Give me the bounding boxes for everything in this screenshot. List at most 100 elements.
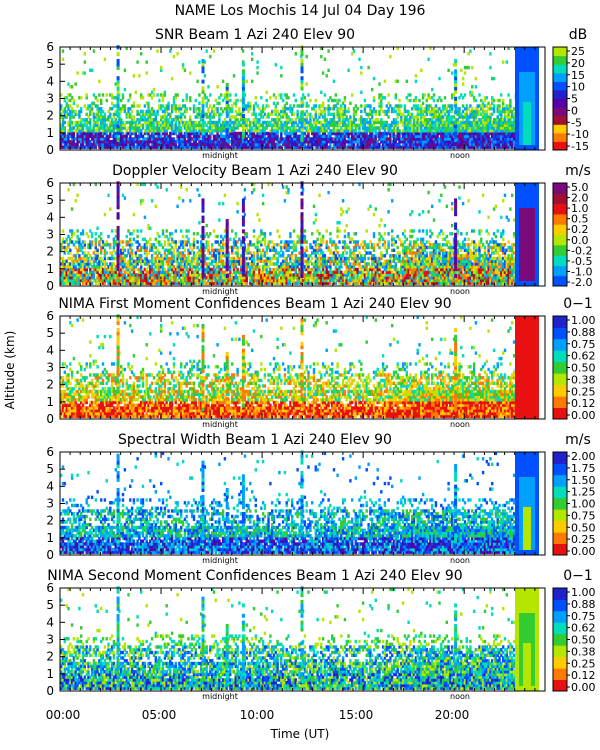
heatmap-cell xyxy=(276,140,279,144)
heatmap-cell xyxy=(492,109,496,114)
heatmap-cell xyxy=(336,120,339,125)
heatmap-cell xyxy=(245,123,248,127)
heatmap-cell xyxy=(165,109,168,114)
heatmap-cell xyxy=(438,140,441,144)
heatmap-cell xyxy=(185,109,188,114)
heatmap-cell xyxy=(152,93,156,97)
heatmap-cell xyxy=(174,140,177,144)
heatmap-cell xyxy=(158,140,161,144)
heatmap-cell xyxy=(98,123,101,127)
heatmap-cell xyxy=(460,137,463,141)
heatmap-cell xyxy=(280,134,283,138)
heatmap-cell xyxy=(443,107,447,111)
heatmap-cell xyxy=(196,278,199,283)
heatmap-cell xyxy=(169,145,172,149)
heatmap-cell xyxy=(94,248,97,252)
heatmap-cell xyxy=(174,267,177,272)
heatmap-cell xyxy=(170,281,174,285)
heatmap-cell xyxy=(205,115,208,119)
heatmap-cell xyxy=(321,123,325,127)
heatmap-cell xyxy=(227,281,230,285)
heatmap-cell xyxy=(480,112,483,116)
heatmap-cell xyxy=(189,273,192,277)
heatmap-cell xyxy=(69,278,72,283)
heatmap-cell xyxy=(178,196,181,200)
heatmap-cell xyxy=(190,281,194,285)
heatmap-cell xyxy=(372,76,376,81)
heatmap-cell xyxy=(511,134,514,138)
heatmap-cell xyxy=(200,115,203,119)
heatmap-cell xyxy=(205,104,208,108)
heatmap-cell xyxy=(103,112,107,116)
heatmap-cell xyxy=(238,109,241,114)
heatmap-cell xyxy=(211,123,214,127)
heatmap-cell xyxy=(145,276,148,280)
heatmap-cell xyxy=(167,273,170,277)
heatmap-cell xyxy=(332,145,336,149)
heatmap-cell xyxy=(327,49,330,53)
heatmap-cell xyxy=(174,107,177,111)
heatmap-cell xyxy=(165,137,168,141)
heatmap-cell xyxy=(161,137,165,141)
heatmap-cell xyxy=(223,254,227,258)
heatmap-cell xyxy=(187,267,190,272)
spike-cell xyxy=(201,100,205,105)
heatmap-cell xyxy=(429,120,432,125)
heatmap-cell xyxy=(445,109,448,114)
heatmap-cell xyxy=(465,65,468,70)
heatmap-cell xyxy=(200,112,203,116)
heatmap-cell xyxy=(180,126,183,130)
heatmap-cell xyxy=(416,142,419,147)
heatmap-cell xyxy=(89,273,92,277)
heatmap-cell xyxy=(163,256,167,261)
heatmap-cell xyxy=(394,109,397,114)
heatmap-cell xyxy=(170,126,174,130)
heatmap-cell xyxy=(325,134,328,138)
heatmap-cell xyxy=(160,126,163,130)
heatmap-cell xyxy=(161,145,165,149)
heatmap-cell xyxy=(172,265,176,269)
heatmap-cell xyxy=(301,93,305,97)
heatmap-cell xyxy=(94,243,97,247)
heatmap-cell xyxy=(329,131,332,136)
heatmap-cell xyxy=(60,256,63,261)
heatmap-cell xyxy=(234,118,237,122)
heatmap-cell xyxy=(505,129,508,133)
heatmap-cell xyxy=(152,256,156,261)
heatmap-cell xyxy=(100,126,103,130)
heatmap-cell xyxy=(258,140,261,144)
heatmap-cell xyxy=(220,256,223,261)
heatmap-cell xyxy=(478,145,481,149)
heatmap-cell xyxy=(65,140,68,144)
heatmap-cell xyxy=(512,129,516,133)
heatmap-cell xyxy=(474,98,478,103)
heatmap-cell xyxy=(94,232,97,236)
heatmap-cell xyxy=(247,101,250,105)
heatmap-cell xyxy=(383,134,387,138)
heatmap-cell xyxy=(232,131,236,136)
heatmap-cell xyxy=(74,256,77,261)
heatmap-cell xyxy=(489,112,492,116)
spike-cell xyxy=(201,96,205,101)
heatmap-cell xyxy=(316,126,319,130)
heatmap-cell xyxy=(449,120,452,125)
heatmap-cell xyxy=(434,145,438,149)
heatmap-cell xyxy=(141,126,145,130)
heatmap-cell xyxy=(89,126,92,130)
heatmap-cell xyxy=(352,142,356,147)
heatmap-cell xyxy=(254,145,257,149)
heatmap-cell xyxy=(205,137,208,141)
heatmap-cell xyxy=(149,112,152,116)
heatmap-cell xyxy=(112,112,116,116)
heatmap-cell xyxy=(145,112,148,116)
heatmap-cell xyxy=(254,118,257,122)
heatmap-cell xyxy=(252,118,256,122)
spike-cell xyxy=(241,103,245,108)
heatmap-cell xyxy=(427,129,430,133)
heatmap-cell xyxy=(194,131,197,136)
heatmap-cell xyxy=(83,256,86,261)
heatmap-cell xyxy=(460,112,463,116)
heatmap-cell xyxy=(369,104,372,108)
heatmap-cell xyxy=(163,126,167,130)
heatmap-cell xyxy=(156,278,159,283)
